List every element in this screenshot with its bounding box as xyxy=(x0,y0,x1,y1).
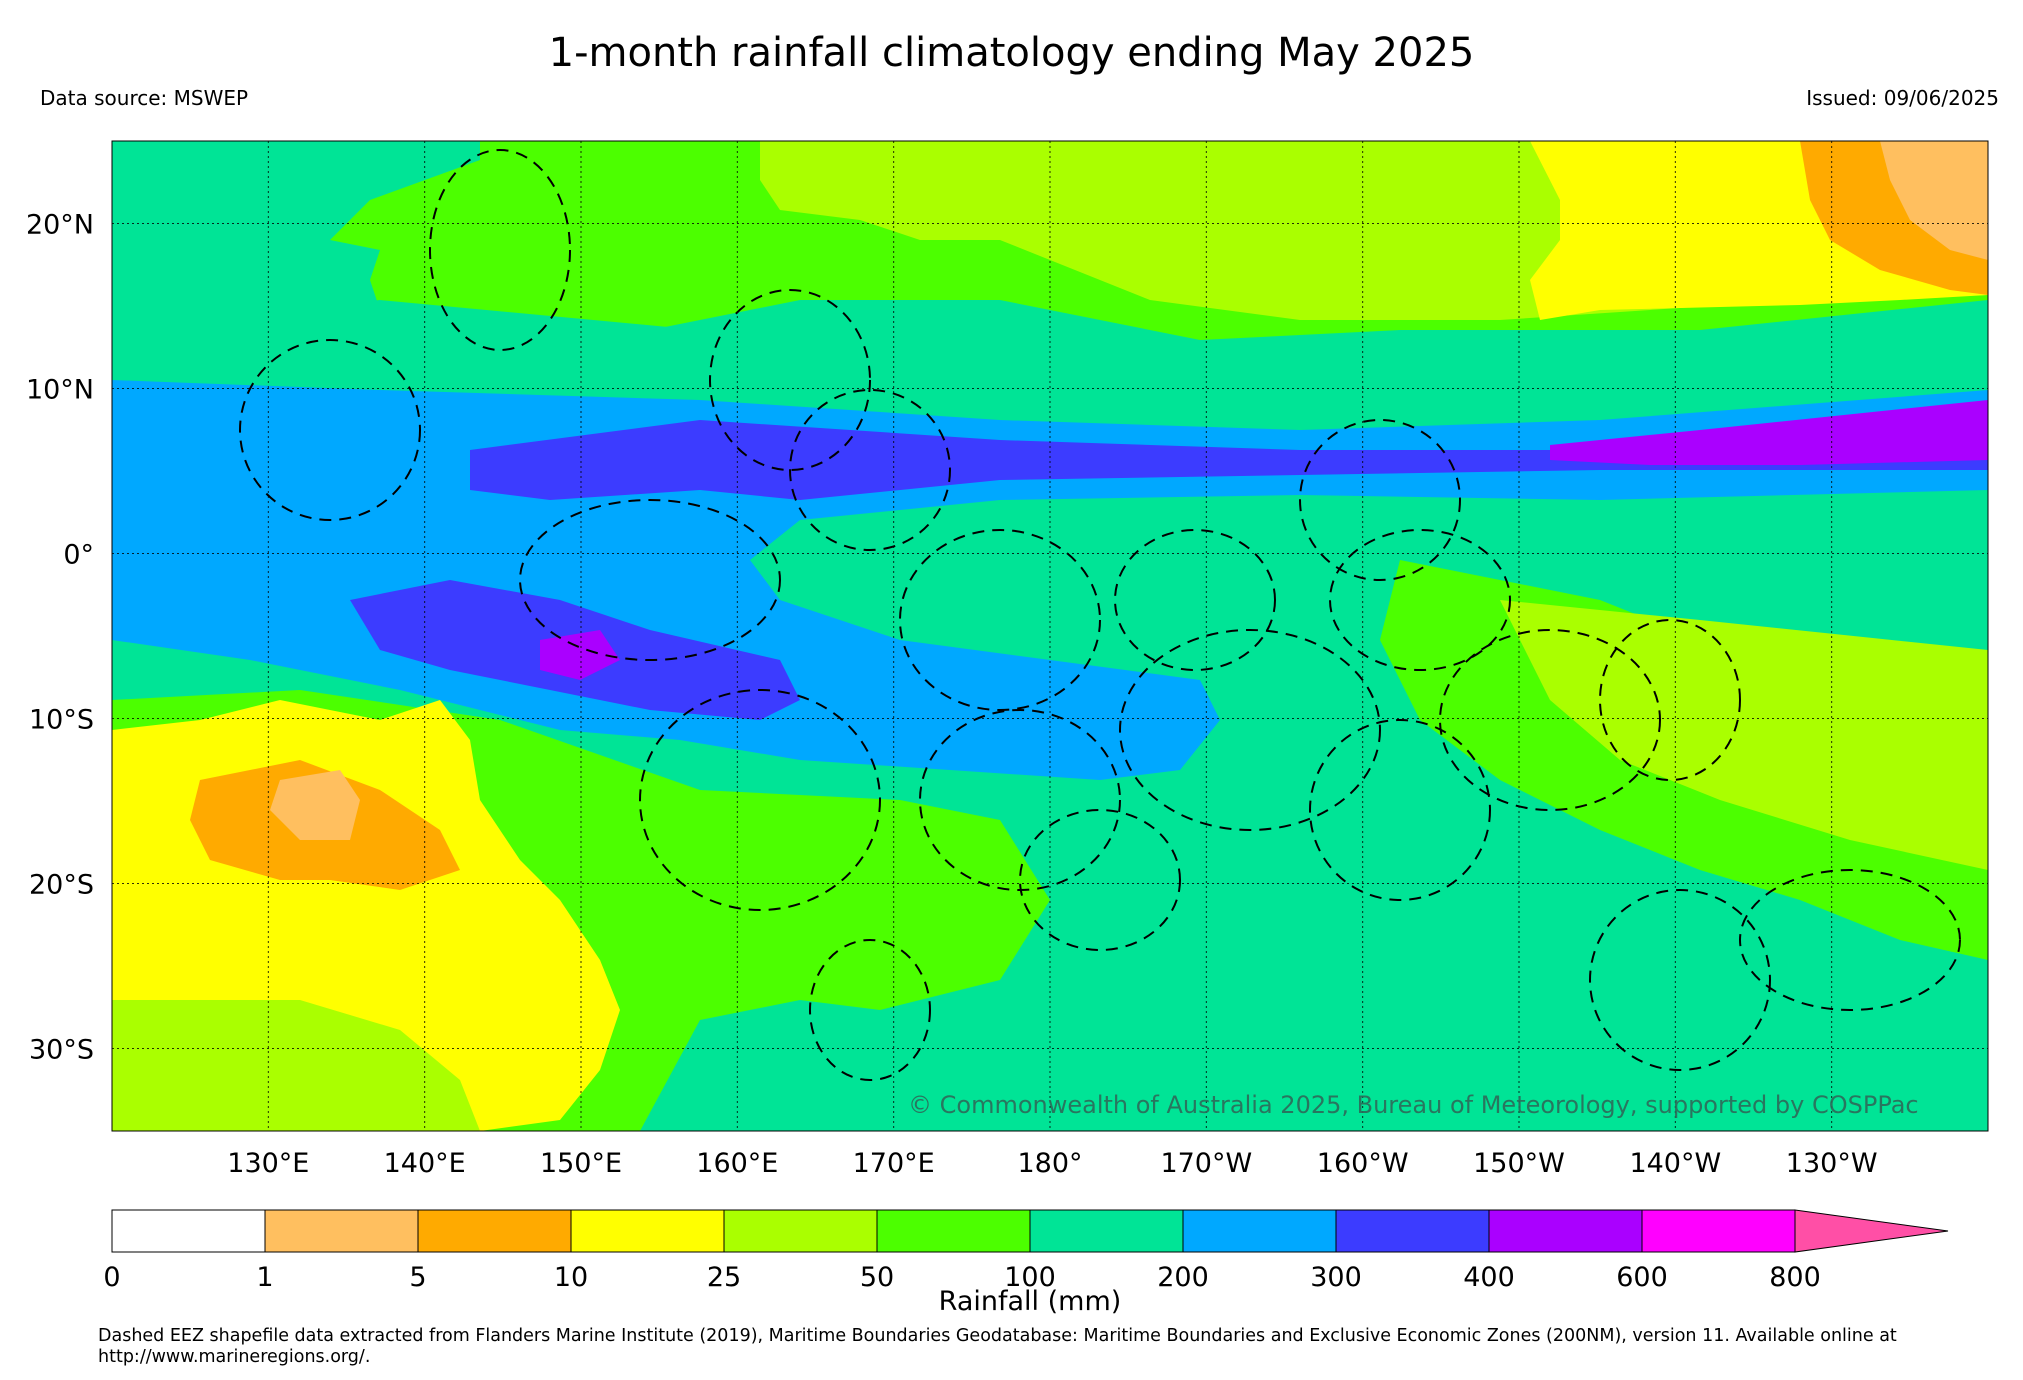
colorbar-swatch xyxy=(876,1209,1031,1253)
eez-boundary xyxy=(789,389,951,551)
latitude-tick-label: 30°S xyxy=(29,1035,94,1066)
colorbar-swatch xyxy=(1488,1209,1643,1253)
longitude-tick-label: 130°E xyxy=(227,1148,309,1179)
colorbar-swatch xyxy=(1029,1209,1184,1253)
longitude-tick-label: 140°W xyxy=(1629,1148,1721,1179)
colorbar: 0 1 5 10 25 50 100 200 300 400 600 800 xyxy=(103,1209,1949,1293)
rain-band-300-400-itcz xyxy=(470,405,1988,500)
longitude-tick-label: 160°W xyxy=(1317,1148,1409,1179)
eez-boundary xyxy=(809,939,931,1081)
colorbar-swatch xyxy=(264,1209,419,1253)
map-frame xyxy=(111,140,1989,1132)
colorbar-tick-label: 10 xyxy=(554,1262,588,1293)
eez-boundary xyxy=(1299,419,1461,581)
longitude-tick-label: 140°E xyxy=(384,1148,466,1179)
colorbar-swatch xyxy=(1641,1209,1796,1253)
map-title: 1-month rainfall climatology ending May … xyxy=(548,30,1475,76)
eez-boundaries xyxy=(239,149,1961,1081)
eez-boundary xyxy=(429,149,571,351)
eez-boundary xyxy=(1589,889,1771,1071)
colorbar-tick-label: 800 xyxy=(1769,1262,1821,1293)
longitude-tick-label: 180° xyxy=(1017,1148,1082,1179)
colorbar-tick-label: 100 xyxy=(1004,1262,1056,1293)
colorbar-swatch xyxy=(1182,1209,1337,1253)
eez-boundary xyxy=(239,339,421,521)
rain-band-400-600-itcz xyxy=(1550,400,1988,465)
longitude-tick-label: 160°E xyxy=(696,1148,778,1179)
rain-band-1-5-north xyxy=(1880,141,1988,260)
colorbar-swatch xyxy=(417,1209,572,1253)
latitude-tick-label: 10°S xyxy=(29,705,94,736)
eez-boundary xyxy=(1119,629,1381,831)
eez-boundary xyxy=(709,289,871,471)
eez-boundary xyxy=(899,529,1101,711)
colorbar-swatch xyxy=(570,1209,725,1253)
longitude-tick-labels: 130°E 140°E 150°E 160°E 170°E 180° 170°W 160°W 1… xyxy=(227,1148,1877,1179)
graticule xyxy=(112,141,1988,1131)
latitude-tick-label: 0° xyxy=(63,540,94,571)
colorbar-swatch xyxy=(111,1209,266,1253)
rain-band-25-50-south-australia xyxy=(112,1000,480,1131)
eez-boundary xyxy=(1019,809,1181,951)
longitude-tick-label: 170°E xyxy=(853,1148,935,1179)
latitude-tick-label: 20°N xyxy=(26,210,94,241)
rain-band-1-5-australia xyxy=(270,770,360,840)
latitude-tick-label: 20°S xyxy=(29,870,94,901)
colorbar-extension-arrow xyxy=(1794,1209,1949,1253)
colorbar-swatch xyxy=(1335,1209,1490,1253)
colorbar-tick-label: 0 xyxy=(103,1262,120,1293)
colorbar-title: Rainfall (mm) xyxy=(939,1286,1122,1317)
eez-boundary xyxy=(1329,529,1511,671)
longitude-tick-label: 170°W xyxy=(1160,1148,1252,1179)
latitude-tick-label: 10°N xyxy=(26,375,94,406)
longitude-tick-label: 150°E xyxy=(540,1148,622,1179)
rain-band-400-600-spcz xyxy=(540,630,620,680)
eez-boundary xyxy=(519,499,781,661)
colorbar-tick-label: 1 xyxy=(256,1262,273,1293)
copyright-label: © Commonwealth of Australia 2025, Bureau… xyxy=(908,1091,1919,1119)
colorbar-tick-label: 25 xyxy=(707,1262,741,1293)
colorbar-tick-label: 50 xyxy=(860,1262,894,1293)
colorbar-tick-label: 300 xyxy=(1310,1262,1362,1293)
issued-date-label: Issued: 09/06/2025 xyxy=(1806,86,1999,110)
colorbar-tick-label: 5 xyxy=(409,1262,426,1293)
longitude-tick-label: 150°W xyxy=(1473,1148,1565,1179)
colorbar-swatch xyxy=(723,1209,878,1253)
eez-boundary xyxy=(1739,869,1961,1011)
rain-band-25-50-southeast xyxy=(1500,600,1988,870)
colorbar-tick-label: 600 xyxy=(1616,1262,1668,1293)
eez-boundary xyxy=(1309,719,1491,901)
eez-boundary xyxy=(1599,619,1741,781)
eez-boundary xyxy=(1439,629,1661,811)
footer-attribution: Dashed EEZ shapefile data extracted from… xyxy=(98,1326,1897,1367)
colorbar-tick-label: 200 xyxy=(1157,1262,1209,1293)
colorbar-tick-label: 400 xyxy=(1463,1262,1515,1293)
eez-boundary xyxy=(639,689,881,911)
data-source-label: Data source: MSWEP xyxy=(40,86,249,110)
eez-boundary xyxy=(1114,529,1276,671)
latitude-tick-labels: 20°N 10°N 0° 10°S 20°S 30°S xyxy=(26,210,94,1066)
longitude-tick-label: 130°W xyxy=(1786,1148,1878,1179)
